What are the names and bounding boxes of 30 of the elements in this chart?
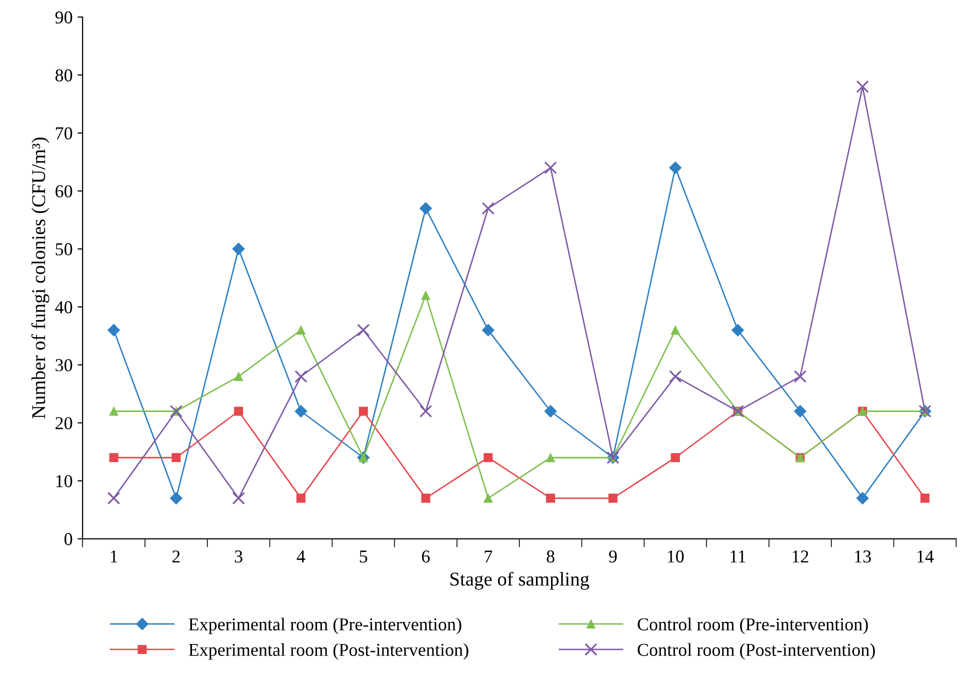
x-tick-label: 3 [234, 550, 242, 563]
y-axis-title: Number of fungi colonies (CFU/m³) [31, 138, 50, 419]
y-tick-label: 0 [64, 533, 72, 546]
x-tick-label: 12 [792, 550, 808, 562]
x-tick-label: 5 [360, 550, 368, 563]
legend-label: Experimental room (Post-intervention) [188, 643, 468, 660]
legend-label: Control room (Pre-intervention) [638, 618, 868, 634]
x-tick-label: 8 [546, 550, 554, 563]
legend-label: Experimental room (Pre-intervention) [188, 618, 462, 634]
x-tick-label: 10 [668, 550, 684, 563]
x-tick-label: 7 [484, 550, 492, 562]
y-tick-label: 80 [55, 69, 72, 82]
x-tick-label: 2 [172, 550, 180, 562]
y-tick-label: 30 [56, 359, 72, 372]
x-tick-label: 9 [609, 550, 617, 563]
x-tick-label: 4 [296, 550, 306, 562]
y-tick-label: 70 [56, 127, 72, 140]
x-axis-title: Stage of sampling [450, 572, 590, 590]
legend-label: Control room (Post-intervention) [638, 643, 875, 660]
y-tick-label: 40 [55, 301, 72, 314]
x-tick-label: 13 [855, 550, 871, 563]
y-tick-label: 20 [56, 417, 72, 430]
x-tick-label: 1 [110, 550, 118, 562]
x-tick-label: 6 [422, 550, 430, 563]
y-tick-label: 90 [55, 11, 72, 24]
y-tick-label: 10 [56, 475, 72, 488]
x-tick-label: 14 [918, 550, 934, 562]
y-tick-label: 60 [56, 185, 72, 198]
y-tick-label: 50 [56, 243, 72, 256]
x-tick-label: 11 [730, 550, 746, 562]
